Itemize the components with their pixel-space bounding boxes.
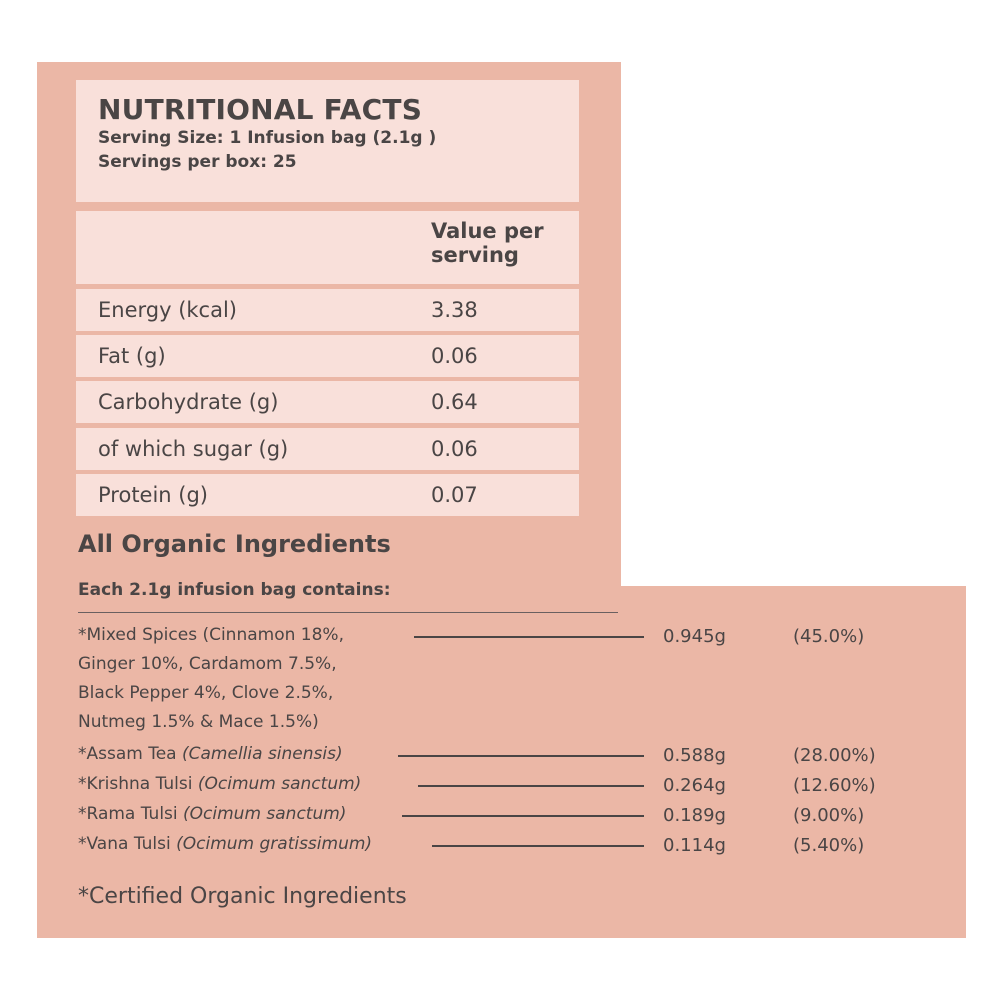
table-header-row: Value per serving [76, 211, 579, 284]
ingredient-name: *Mixed Spices (Cinnamon 18%, [78, 625, 344, 645]
nutrient-value: 0.07 [431, 483, 478, 507]
column-header: Value per serving [431, 219, 544, 267]
ingredient-latin-name: (Ocimum gratissimum) [176, 834, 373, 854]
ingredient-common-name: *Assam Tea [78, 744, 177, 764]
table-row: Fat (g) 0.06 [76, 335, 579, 377]
leader-line [418, 785, 644, 787]
ingredient-common-name: *Vana Tulsi [78, 834, 171, 854]
ingredient-common-name: *Krishna Tulsi [78, 774, 193, 794]
column-header-line: serving [431, 243, 519, 267]
nutrient-value: 0.64 [431, 390, 478, 414]
table-row: Protein (g) 0.07 [76, 474, 579, 516]
ingredients-title: All Organic Ingredients [78, 530, 391, 558]
leader-line [432, 845, 644, 847]
ingredient-name: *Krishna Tulsi (Ocimum sanctum) [78, 770, 361, 799]
ingredient-latin-name: (Camellia sinensis) [182, 744, 343, 764]
column-header-line: Value per [431, 219, 544, 243]
ingredient-common-name: *Rama Tulsi [78, 804, 178, 824]
ingredient-amount: 0.264g [663, 775, 726, 796]
ingredient-amount: 0.945g [663, 626, 726, 647]
ingredient-latin-name: (Ocimum sanctum) [183, 804, 347, 824]
ingredient-amount: 0.114g [663, 835, 726, 856]
ingredient-name: Ginger 10%, Cardamom 7.5%, [78, 654, 337, 674]
leader-line [398, 755, 644, 757]
ingredient-percent: (5.40%) [793, 835, 865, 856]
ingredient-name: Black Pepper 4%, Clove 2.5%, [78, 683, 334, 703]
ingredient-name: *Rama Tulsi (Ocimum sanctum) [78, 800, 346, 829]
nutrition-title: NUTRITIONAL FACTS [98, 93, 423, 126]
footnote: *Certified Organic Ingredients [78, 884, 407, 909]
nutrient-name: Energy (kcal) [98, 298, 237, 322]
ingredient-percent: (9.00%) [793, 805, 865, 826]
ingredient-amount: 0.189g [663, 805, 726, 826]
leader-line [402, 815, 644, 817]
ingredients-subtitle: Each 2.1g infusion bag contains: [78, 580, 391, 600]
leader-line [414, 636, 644, 638]
table-row: Energy (kcal) 3.38 [76, 289, 579, 331]
ingredient-percent: (12.60%) [793, 775, 876, 796]
table-row: Carbohydrate (g) 0.64 [76, 381, 579, 423]
ingredient-percent: (45.0%) [793, 626, 865, 647]
nutrient-value: 0.06 [431, 344, 478, 368]
ingredient-name: *Vana Tulsi (Ocimum gratissimum) [78, 830, 372, 859]
nutrition-header: NUTRITIONAL FACTS Serving Size: 1 Infusi… [76, 80, 579, 202]
nutrient-name: Protein (g) [98, 483, 209, 507]
nutrient-value: 3.38 [431, 298, 478, 322]
nutrient-value: 0.06 [431, 437, 478, 461]
ingredient-amount: 0.588g [663, 745, 726, 766]
ingredient-latin-name: (Ocimum sanctum) [197, 774, 362, 794]
servings-per-box: Servings per box: 25 [98, 152, 297, 172]
serving-size: Serving Size: 1 Infusion bag (2.1g ) [98, 128, 437, 148]
table-row: of which sugar (g) 0.06 [76, 428, 579, 470]
nutrient-name: Fat (g) [98, 344, 166, 368]
panel-background-extension [620, 586, 966, 938]
nutrient-name: Carbohydrate (g) [98, 390, 279, 414]
nutrient-name: of which sugar (g) [98, 437, 289, 461]
ingredient-percent: (28.00%) [793, 745, 876, 766]
divider [78, 612, 618, 613]
ingredient-name: *Assam Tea (Camellia sinensis) [78, 740, 343, 769]
ingredient-name: Nutmeg 1.5% & Mace 1.5%) [78, 712, 319, 732]
